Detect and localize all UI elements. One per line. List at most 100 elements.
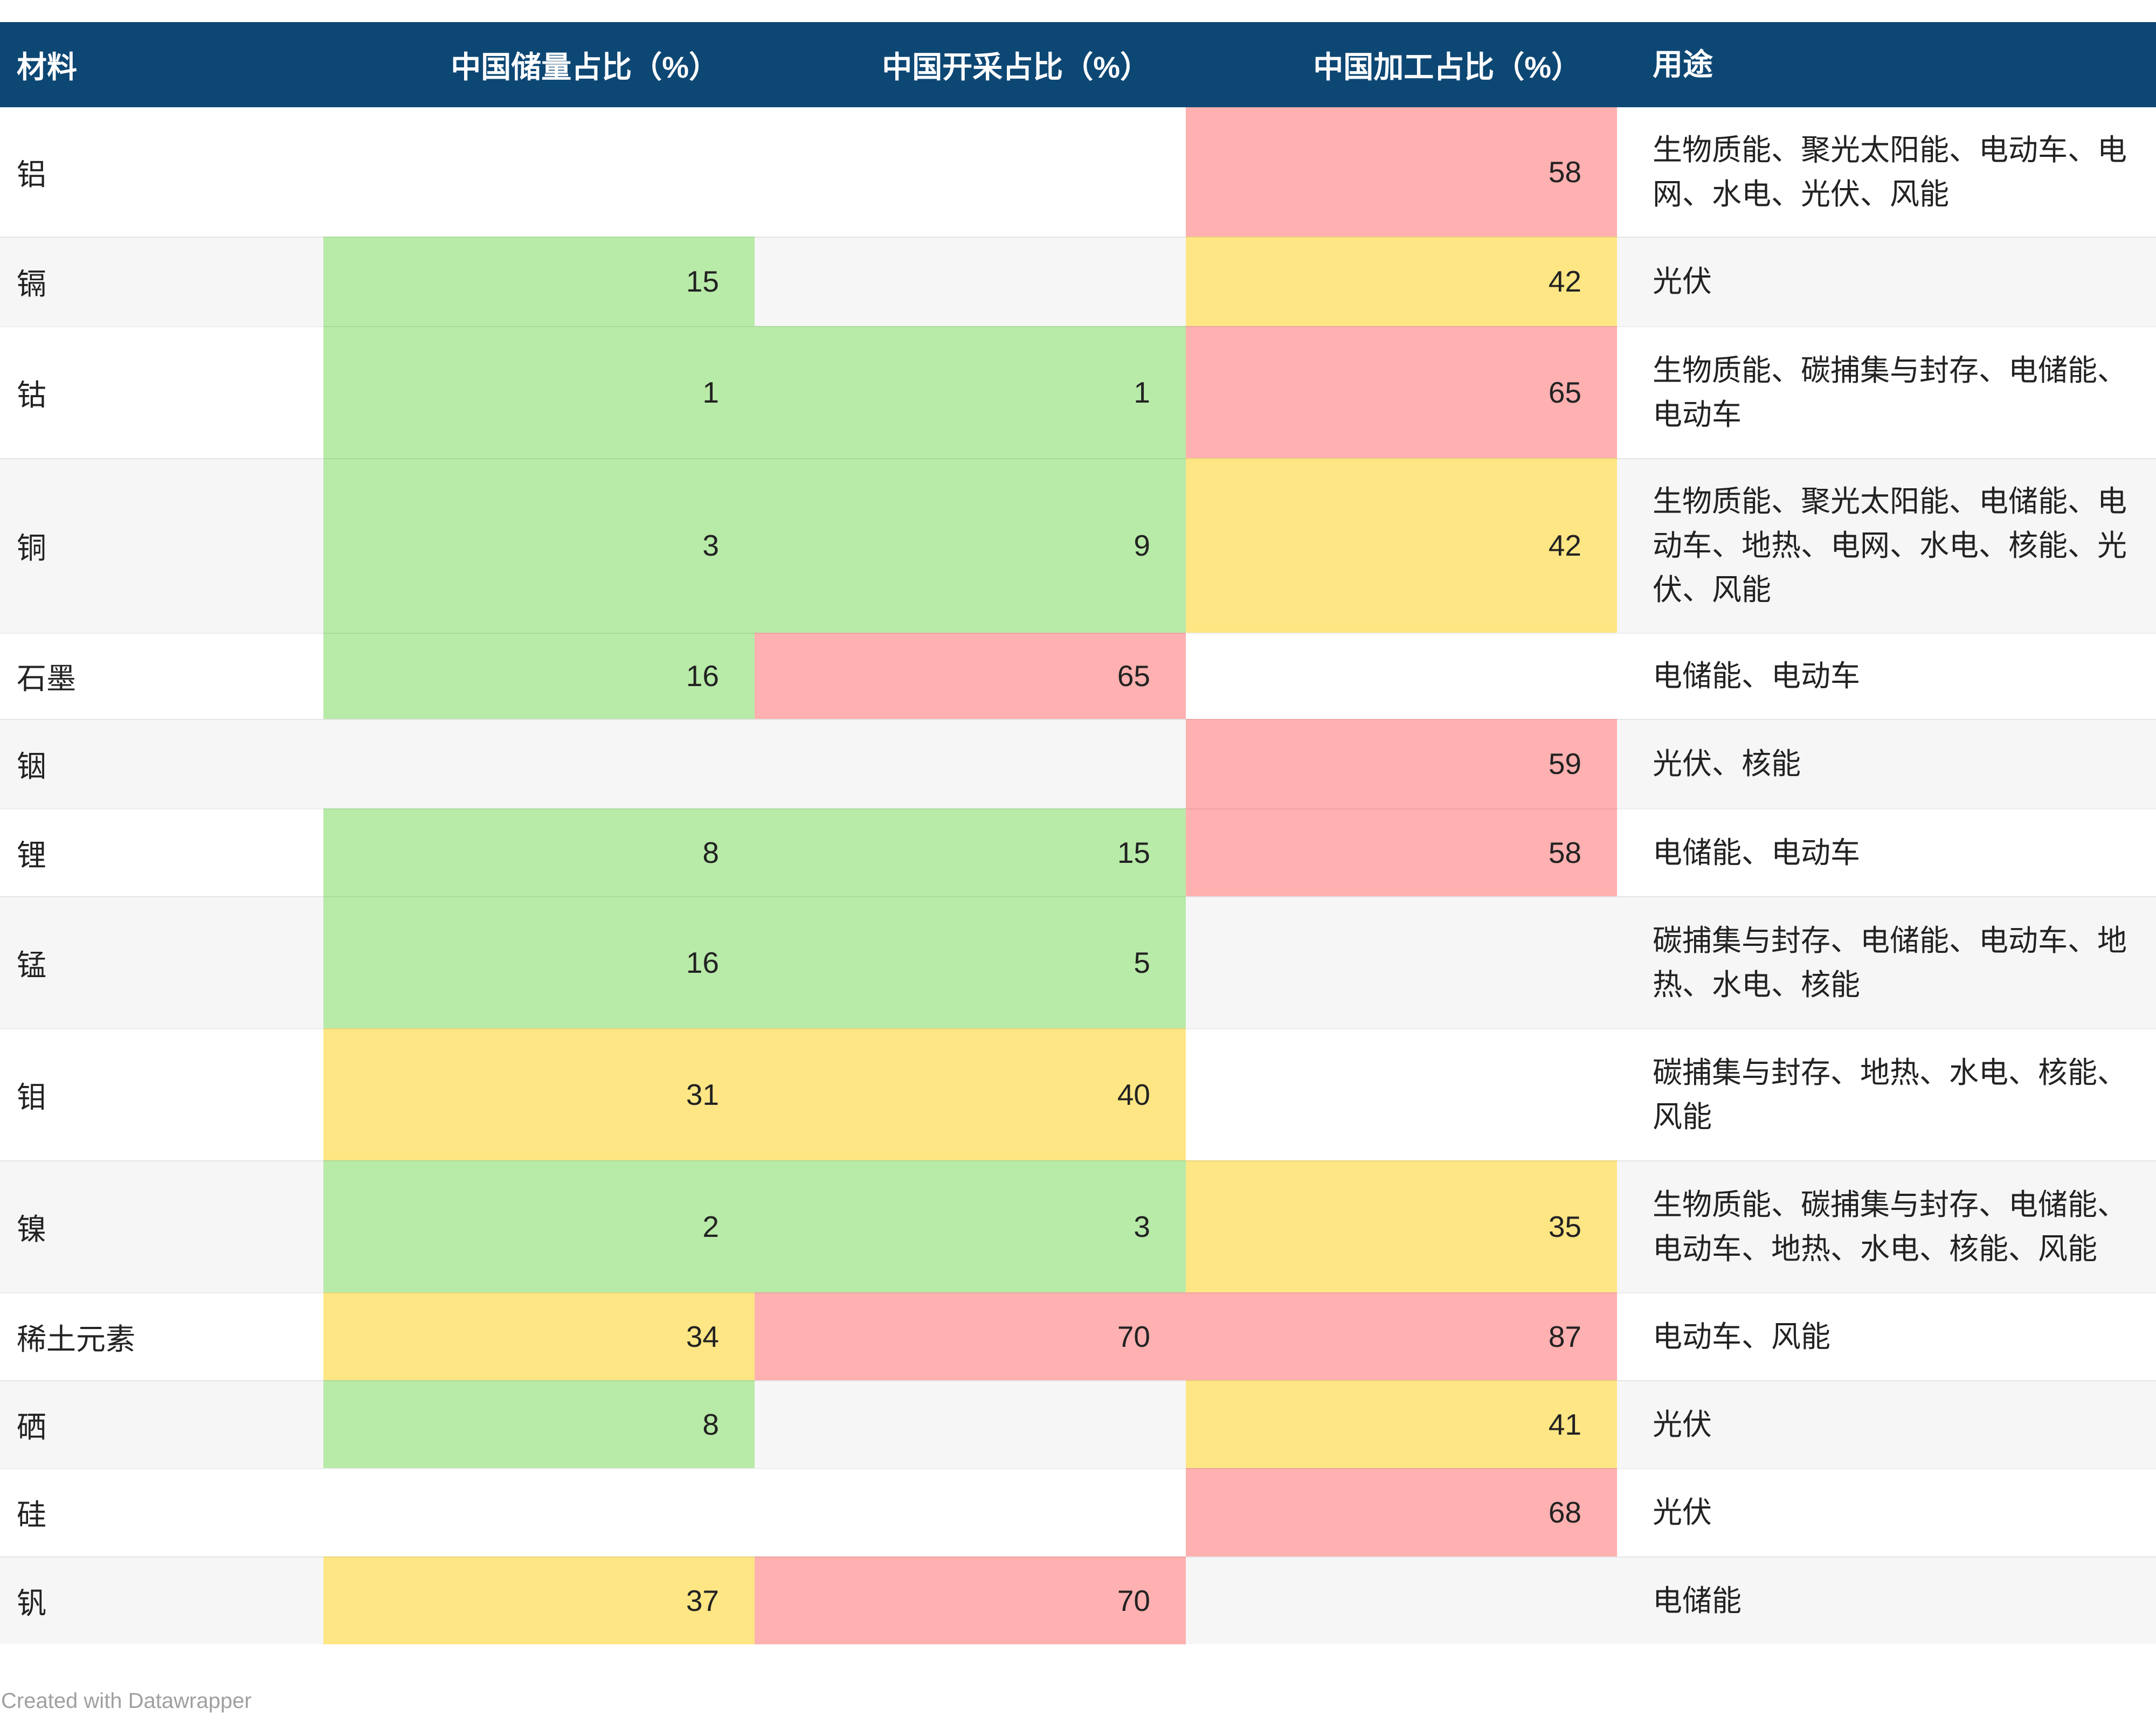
processing-share-value: 68 (1548, 1496, 1581, 1529)
reserves-share-cell: 3 (323, 458, 755, 633)
material-name: 镍 (17, 1212, 47, 1246)
datawrapper-credit-link[interactable]: Created with Datawrapper (1, 1689, 252, 1713)
uses-cell: 光伏 (1617, 1468, 2156, 1556)
processing-share-cell: 42 (1186, 237, 1617, 326)
data-table: 材料 中国储量占比（%） 中国开采占比（%） 中国加工占比（%） 用途 铝 58 生… (0, 22, 2156, 1644)
material-name: 石墨 (17, 662, 77, 695)
material-name: 锰 (17, 948, 47, 982)
header-uses: 用途 (1617, 22, 2156, 107)
material-cell: 铝 (0, 107, 323, 237)
mining-share-value: 5 (1134, 945, 1150, 979)
material-cell: 硒 (0, 1380, 323, 1468)
header-mining-share: 中国开采占比（%） (755, 22, 1186, 107)
header-material: 材料 (0, 22, 323, 107)
material-cell: 稀土元素 (0, 1292, 323, 1380)
material-name: 硒 (17, 1410, 47, 1444)
material-cell: 硅 (0, 1468, 323, 1556)
reserves-share-cell: 37 (323, 1556, 755, 1644)
table-row: 硒 8 41 光伏 (0, 1380, 2156, 1468)
uses-text: 生物质能、聚光太阳能、电动车、电网、水电、光伏、风能 (1653, 133, 2127, 211)
processing-share-cell: 35 (1186, 1160, 1617, 1292)
uses-text: 光伏 (1653, 1407, 1712, 1441)
uses-cell: 碳捕集与封存、地热、水电、核能、风能 (1617, 1028, 2156, 1160)
reserves-share-cell: 31 (323, 1028, 755, 1160)
reserves-share-cell: 15 (323, 237, 755, 326)
uses-cell: 光伏、核能 (1617, 719, 2156, 808)
reserves-share-value: 16 (686, 945, 719, 979)
reserves-share-cell: 16 (323, 896, 755, 1028)
processing-share-cell (1186, 896, 1617, 1028)
uses-cell: 电动车、风能 (1617, 1292, 2156, 1380)
processing-share-value: 65 (1548, 375, 1581, 409)
processing-share-cell: 65 (1186, 326, 1617, 458)
material-name: 钒 (17, 1586, 47, 1620)
mining-share-value: 9 (1134, 529, 1150, 562)
reserves-share-cell: 16 (323, 633, 755, 719)
uses-cell: 生物质能、碳捕集与封存、电储能、电动车、地热、水电、核能、风能 (1617, 1160, 2156, 1292)
material-name: 铜 (17, 531, 47, 565)
mining-share-cell: 70 (755, 1556, 1186, 1644)
mining-share-cell: 70 (755, 1292, 1186, 1380)
uses-text: 光伏、核能 (1653, 747, 1801, 780)
uses-cell: 光伏 (1617, 1380, 2156, 1468)
uses-text: 光伏 (1653, 265, 1712, 298)
table-row: 铝 58 生物质能、聚光太阳能、电动车、电网、水电、光伏、风能 (0, 107, 2156, 237)
material-name: 铟 (17, 750, 47, 783)
table-row: 锰 16 5 碳捕集与封存、电储能、电动车、地热、水电、核能 (0, 896, 2156, 1028)
mining-share-cell: 40 (755, 1028, 1186, 1160)
mining-share-value: 3 (1134, 1209, 1150, 1243)
material-cell: 锰 (0, 896, 323, 1028)
header-mining-share-label: 中国开采占比（%） (882, 50, 1150, 84)
mining-share-cell (755, 719, 1186, 808)
material-name: 稀土元素 (17, 1322, 136, 1356)
reserves-share-cell (323, 107, 755, 237)
uses-text: 电动车、风能 (1653, 1319, 1831, 1353)
material-cell: 石墨 (0, 633, 323, 719)
processing-share-value: 35 (1548, 1209, 1581, 1243)
uses-cell: 电储能 (1617, 1556, 2156, 1644)
header-material-label: 材料 (17, 50, 77, 84)
uses-cell: 光伏 (1617, 237, 2156, 326)
material-cell: 镍 (0, 1160, 323, 1292)
material-name: 钼 (17, 1080, 47, 1114)
material-name: 铝 (17, 158, 47, 191)
table-row: 石墨 16 65 电储能、电动车 (0, 633, 2156, 719)
reserves-share-value: 31 (686, 1077, 719, 1111)
uses-text: 碳捕集与封存、地热、水电、核能、风能 (1653, 1055, 2127, 1133)
header-processing-share: 中国加工占比（%） (1186, 22, 1617, 107)
uses-text: 光伏 (1653, 1496, 1712, 1529)
table-row: 镉 15 42 光伏 (0, 237, 2156, 326)
material-name: 锂 (17, 838, 47, 872)
mining-share-cell: 3 (755, 1160, 1186, 1292)
mining-share-value: 70 (1117, 1319, 1150, 1353)
mining-share-cell (755, 237, 1186, 326)
mining-share-cell: 15 (755, 808, 1186, 896)
table-row: 钼 31 40 碳捕集与封存、地热、水电、核能、风能 (0, 1028, 2156, 1160)
material-cell: 铟 (0, 719, 323, 808)
reserves-share-value: 2 (702, 1209, 719, 1243)
reserves-share-value: 3 (702, 529, 719, 562)
uses-text: 生物质能、碳捕集与封存、电储能、电动车、地热、水电、核能、风能 (1653, 1187, 2127, 1265)
processing-share-cell: 68 (1186, 1468, 1617, 1556)
reserves-share-value: 8 (702, 835, 719, 869)
table-row: 锂 8 15 58 电储能、电动车 (0, 808, 2156, 896)
material-name: 镉 (17, 267, 47, 301)
processing-share-value: 59 (1548, 747, 1581, 780)
processing-share-value: 58 (1548, 835, 1581, 869)
processing-share-value: 87 (1548, 1319, 1581, 1353)
uses-cell: 电储能、电动车 (1617, 633, 2156, 719)
material-cell: 铜 (0, 458, 323, 633)
mining-share-value: 65 (1117, 659, 1150, 693)
table-row: 镍 2 3 35 生物质能、碳捕集与封存、电储能、电动车、地热、水电、核能、风能 (0, 1160, 2156, 1292)
mining-share-cell: 1 (755, 326, 1186, 458)
processing-share-cell: 58 (1186, 107, 1617, 237)
material-cell: 镉 (0, 237, 323, 326)
reserves-share-cell: 1 (323, 326, 755, 458)
mining-share-cell: 65 (755, 633, 1186, 719)
reserves-share-value: 8 (702, 1407, 719, 1441)
mining-share-value: 40 (1117, 1077, 1150, 1111)
uses-cell: 碳捕集与封存、电储能、电动车、地热、水电、核能 (1617, 896, 2156, 1028)
mining-share-value: 70 (1117, 1583, 1150, 1617)
mining-share-value: 15 (1117, 835, 1150, 869)
uses-text: 电储能、电动车 (1653, 835, 1861, 869)
